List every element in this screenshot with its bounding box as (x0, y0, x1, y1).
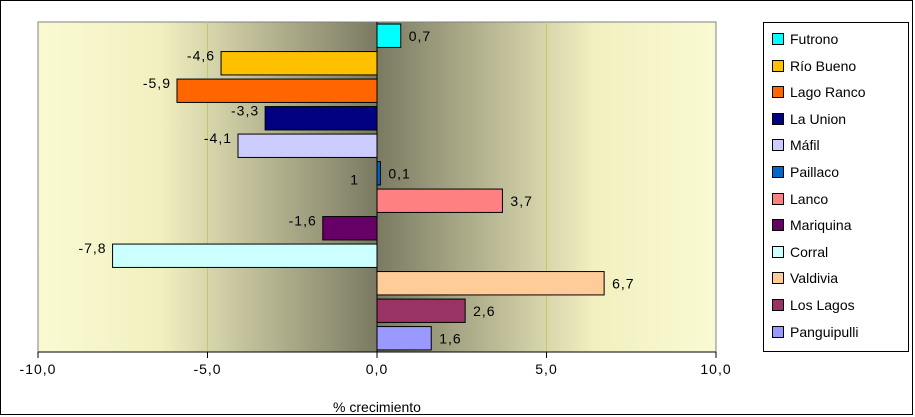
legend-swatch (772, 139, 784, 152)
legend-label: Valdivia (790, 270, 838, 287)
legend-label: Mariquina (790, 217, 852, 234)
data-label: 0,7 (409, 28, 431, 44)
data-labels: 0,7 -4,6 -5,9 -3,3 -4,1 0,1 3,7 -1,6 -7,8 6,7 2,6 1… (78, 28, 634, 347)
bar-mariquina (322, 216, 378, 241)
data-label: 2,6 (473, 303, 495, 319)
legend-label: Panguipulli (790, 323, 859, 340)
legend-item: Paillaco (772, 162, 839, 182)
legend-item: Lanco (772, 189, 828, 209)
legend-label: Los Lagos (790, 297, 855, 313)
legend-item: Río Bueno (772, 56, 856, 76)
gridlines (207, 22, 547, 352)
data-label: 0,1 (388, 165, 410, 181)
bar-río-bueno (220, 51, 378, 76)
data-label: -4,1 (204, 130, 232, 146)
bar-lanco (376, 188, 503, 213)
legend-item: Máfil (772, 135, 820, 155)
legend-item: Los Lagos (772, 295, 855, 315)
bar-la-union (264, 106, 378, 131)
x-axis-title: % crecimiento (333, 399, 421, 415)
legend-label: Paillaco (790, 164, 840, 180)
legend: Futrono Río Bueno Lago Ranco La Union Máfil P… (763, 22, 909, 352)
tick-label: 10,0 (700, 361, 731, 377)
legend-swatch (772, 272, 784, 285)
legend-item: Mariquina (772, 215, 851, 235)
legend-label: Río Bueno (790, 57, 857, 74)
legend-swatch (772, 86, 784, 99)
tick-label: -5,0 (193, 361, 221, 377)
bar-paillaco (376, 161, 381, 186)
legend-item: Panguipulli (772, 322, 859, 342)
bar-corral (112, 243, 378, 268)
bar-panguipulli (376, 326, 432, 351)
legend-item: La Union (772, 109, 846, 129)
legend-label: Máfil (790, 137, 820, 154)
bar-los-lagos (376, 298, 466, 323)
stray-label: 1 (350, 171, 359, 187)
legend-item: Lago Ranco (772, 82, 866, 102)
data-label: -5,9 (143, 75, 171, 91)
legend-label: Futrono (790, 31, 839, 47)
x-axis: -10,0 -5,0 0,0 5,0 10,0 (20, 351, 731, 377)
data-label: -4,6 (187, 47, 215, 63)
legend-swatch (772, 245, 784, 258)
data-label: -7,8 (78, 240, 106, 256)
data-label: 1,6 (439, 330, 461, 346)
legend-swatch (772, 166, 784, 178)
legend-swatch (772, 59, 784, 72)
bar-futrono (376, 23, 402, 48)
legend-item: Corral (772, 242, 828, 262)
tick-label: 0,0 (366, 361, 388, 377)
bars (112, 23, 605, 351)
legend-item: Valdivia (772, 268, 838, 288)
bar-máfil (237, 133, 378, 158)
legend-label: La Union (790, 110, 847, 127)
legend-swatch (772, 299, 784, 311)
data-label: -1,6 (289, 212, 317, 228)
legend-swatch (772, 192, 784, 205)
legend-label: Corral (790, 243, 829, 260)
legend-swatch (772, 219, 784, 232)
bar-valdivia (376, 271, 605, 296)
legend-item: Futrono (772, 29, 838, 49)
legend-swatch (772, 33, 784, 45)
legend-swatch (772, 325, 784, 338)
bar-lago-ranco (176, 78, 378, 103)
data-label: 6,7 (612, 275, 634, 291)
tick-label: -10,0 (20, 361, 57, 377)
data-label: -3,3 (231, 102, 259, 118)
data-label: 3,7 (510, 193, 532, 209)
legend-label: Lanco (790, 190, 829, 207)
legend-label: Lago Ranco (790, 84, 866, 101)
tick-label: 5,0 (535, 361, 557, 377)
legend-swatch (772, 112, 784, 125)
